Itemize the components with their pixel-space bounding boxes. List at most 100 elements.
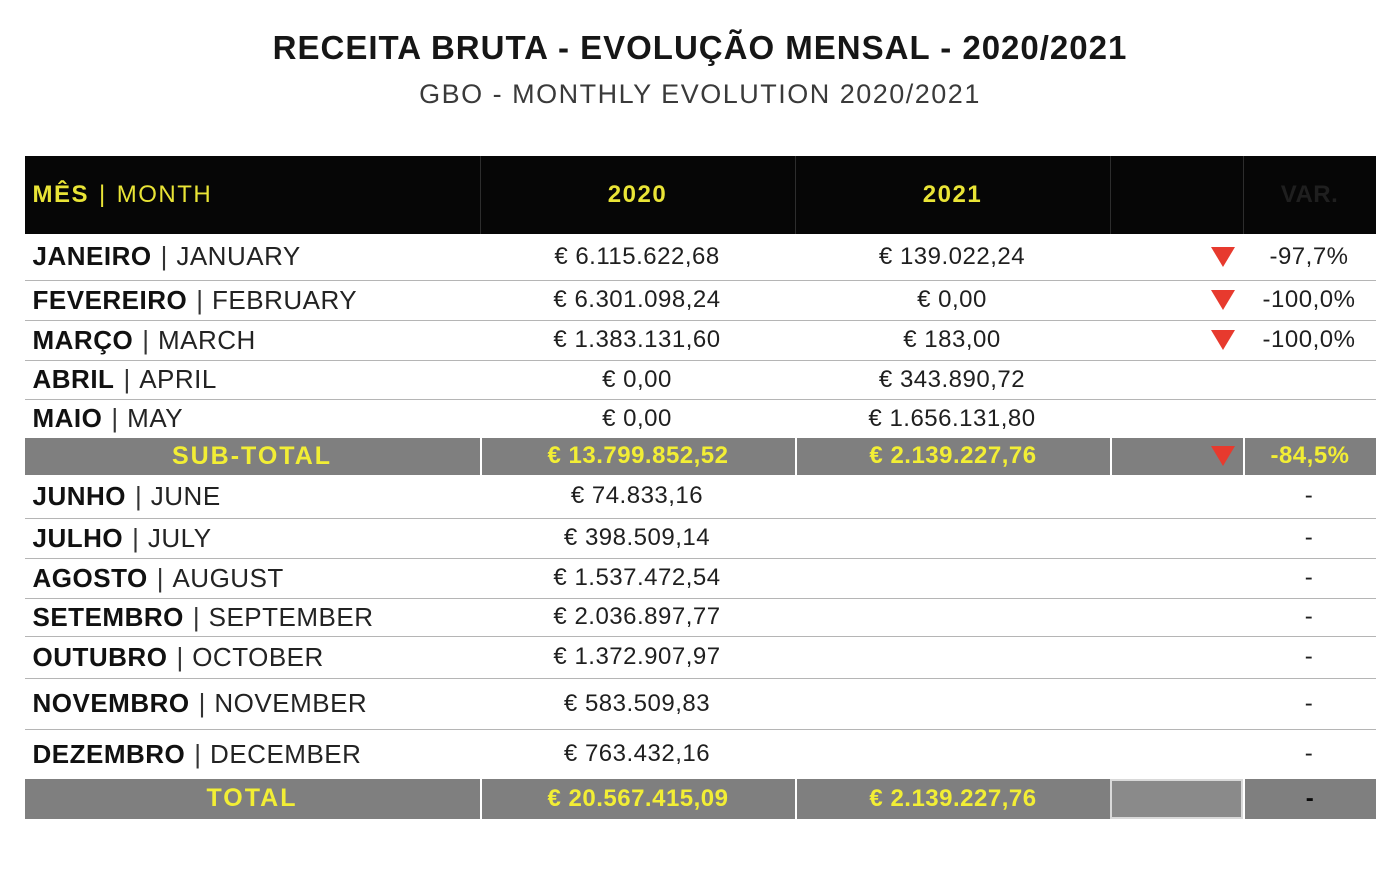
trend-cell	[1109, 437, 1243, 475]
value-2021: € 343.890,72	[878, 365, 1026, 393]
month-cell: MARÇO | MARCH	[25, 321, 480, 360]
value-2021: € 1.656.131,80	[868, 404, 1036, 432]
month-cell: JANEIRO | JANUARY	[25, 234, 480, 280]
month-name-pt: JUNHO	[32, 480, 127, 511]
value-2021	[795, 519, 1110, 558]
month-cell: FEVEREIRO | FEBRUARY	[25, 281, 480, 320]
trend-cell	[1110, 234, 1243, 280]
pipe-separator: |	[192, 601, 200, 632]
month-name-pt: NOVEMBRO	[32, 688, 190, 719]
value-2021	[795, 475, 1110, 518]
value-2021	[795, 637, 1110, 678]
value-2020: € 6.301.098,24	[553, 286, 721, 314]
table-row-september: SETEMBRO | SEPTEMBER € 2.036.897,77 -	[24, 598, 1376, 637]
var-value: -	[1304, 524, 1314, 552]
table-row-february: FEVEREIRO | FEBRUARY € 6.301.098,24 € 0,00 -1…	[24, 280, 1376, 321]
month-cell: OUTUBRO | OCTOBER	[25, 637, 480, 678]
var-value: -	[1304, 689, 1314, 717]
month-name-en: JUNE	[150, 480, 221, 511]
trend-cell	[1110, 559, 1243, 598]
var-value: -100,0%	[1262, 326, 1356, 354]
value-2020: € 583.509,83	[563, 689, 711, 717]
month-name-pt: MAIO	[32, 403, 103, 434]
table-row-january: JANEIRO | JANUARY € 6.115.622,68 € 139.022,2…	[24, 233, 1376, 281]
summary-label: SUB-TOTAL	[171, 441, 333, 470]
pipe-separator: |	[160, 241, 168, 272]
header-month-cell: MÊS | MONTH	[25, 156, 480, 234]
value-2020: € 20.567.415,09	[479, 778, 795, 819]
table-row-march: MARÇO | MARCH € 1.383.131,60 € 183,00 -100,0%	[24, 320, 1376, 361]
month-name-pt: DEZEMBRO	[32, 738, 186, 769]
month-name-pt: FEVEREIRO	[32, 284, 188, 315]
value-2020: € 13.799.852,52	[479, 437, 795, 475]
pipe-separator: |	[123, 364, 131, 395]
month-cell: MAIO | MAY	[25, 400, 480, 438]
trend-cell	[1110, 475, 1243, 518]
month-name-en: JULY	[147, 522, 212, 553]
trend-cell	[1110, 321, 1243, 360]
pipe-separator: |	[132, 522, 139, 553]
trend-down-icon	[1210, 290, 1235, 311]
month-name-en: JANUARY	[176, 241, 301, 272]
var-value: -	[1304, 740, 1314, 768]
value-2020: € 1.537.472,54	[553, 564, 721, 592]
page-subtitle: GBO - MONTHLY EVOLUTION 2020/2021	[419, 78, 981, 109]
value-2020: € 1.383.131,60	[553, 326, 721, 354]
month-name-pt: SETEMBRO	[32, 601, 184, 632]
value-2021: € 139.022,24	[878, 242, 1026, 270]
var-value: -	[1304, 603, 1314, 631]
pipe-separator: |	[156, 562, 164, 593]
table-row-august: AGOSTO | AUGUST € 1.537.472,54 -	[24, 558, 1376, 599]
month-name-pt: MARÇO	[32, 324, 134, 355]
var-value: -97,7%	[1269, 242, 1349, 270]
summary-label: TOTAL	[206, 784, 298, 813]
table-row-november: NOVEMBRO | NOVEMBER € 583.509,83 -	[24, 678, 1376, 730]
pipe-separator: |	[111, 403, 119, 434]
pipe-separator: |	[99, 180, 107, 208]
month-cell: AGOSTO | AUGUST	[25, 559, 480, 598]
var-value: -	[1304, 564, 1314, 592]
table-row-december: DEZEMBRO | DECEMBER € 763.432,16 -	[24, 729, 1376, 779]
header-2021-cell: 2021	[794, 155, 1110, 234]
month-name-en: OCTOBER	[192, 641, 324, 672]
page-title: RECEITA BRUTA - EVOLUÇÃO MENSAL - 2020/2…	[272, 29, 1128, 66]
table-row-april: ABRIL | APRIL € 0,00 € 343.890,72	[24, 360, 1376, 400]
month-name-en: NOVEMBER	[214, 688, 368, 719]
month-name-en: AUGUST	[172, 562, 284, 593]
var-value: -	[1304, 482, 1314, 510]
value-2021	[795, 599, 1110, 636]
trend-down-icon	[1210, 446, 1235, 467]
value-2021: € 0,00	[917, 286, 987, 314]
trend-cell	[1110, 361, 1243, 399]
value-2020: € 0,00	[602, 365, 672, 393]
trend-down-icon	[1210, 330, 1235, 351]
value-2020: € 6.115.622,68	[554, 242, 720, 270]
trend-down-icon	[1210, 246, 1235, 267]
header-month-en: MONTH	[116, 180, 213, 208]
header-2020-cell: 2020	[479, 155, 795, 234]
summary-label-cell: TOTAL	[25, 779, 480, 819]
table-row-july: JULHO | JULY € 398.509,14 -	[24, 518, 1376, 559]
pipe-separator: |	[198, 688, 206, 719]
month-name-en: FEBRUARY	[212, 284, 358, 315]
header-trend-cell	[1109, 155, 1243, 234]
report-page: RECEITA BRUTA - EVOLUÇÃO MENSAL - 2020/2…	[0, 28, 1400, 819]
var-value: -100,0%	[1262, 286, 1356, 314]
var-value: -	[1242, 778, 1376, 819]
table-row-june: JUNHO | JUNE € 74.833,16 -	[24, 474, 1376, 519]
trend-cell	[1110, 679, 1243, 729]
month-cell: SETEMBRO | SEPTEMBER	[25, 599, 480, 636]
month-cell: JUNHO | JUNE	[25, 475, 480, 518]
table-header-row: MÊS | MONTH 2020 2021 VAR.	[24, 155, 1376, 234]
summary-label-cell: SUB-TOTAL	[25, 438, 480, 475]
pipe-separator: |	[135, 480, 142, 511]
trend-cell	[1110, 599, 1243, 636]
table-row-total: TOTAL € 20.567.415,09 € 2.139.227,76 -	[24, 778, 1376, 819]
month-name-en: DECEMBER	[210, 738, 362, 769]
trend-cell	[1110, 730, 1243, 779]
trend-cell	[1109, 778, 1243, 819]
value-2021	[795, 730, 1110, 779]
pipe-separator: |	[196, 284, 204, 315]
value-2020: € 763.432,16	[563, 740, 711, 768]
month-name-en: MAY	[127, 403, 184, 434]
